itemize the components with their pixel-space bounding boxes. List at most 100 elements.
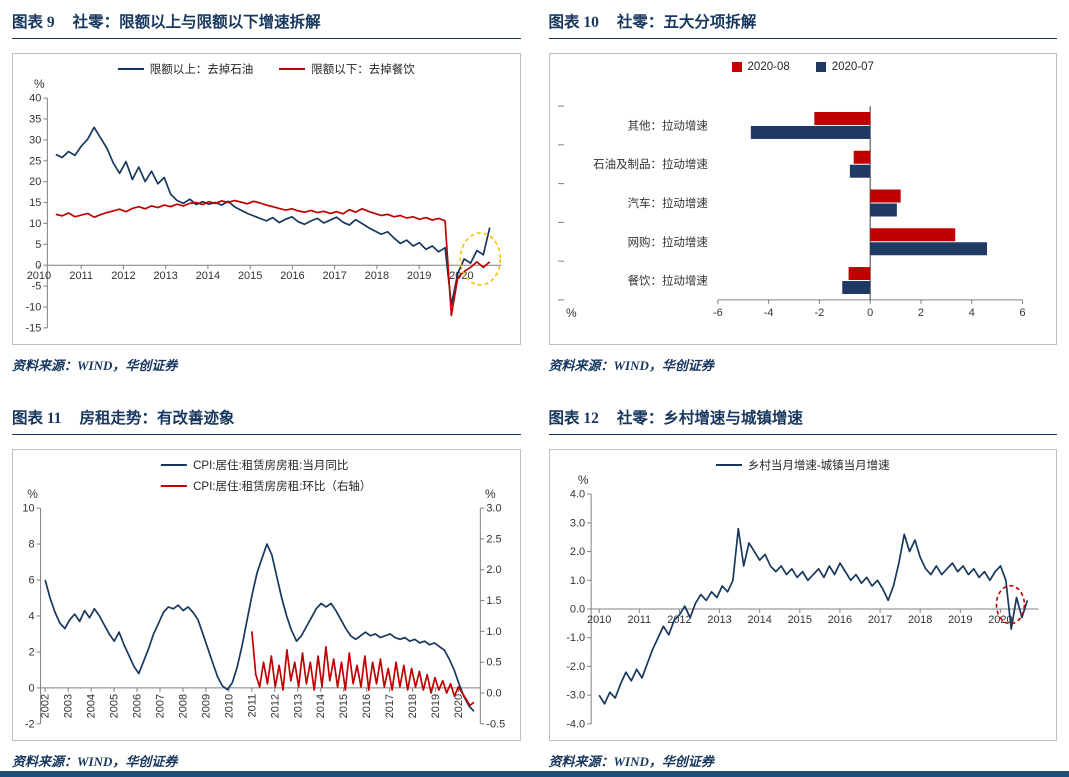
svg-text:-6: -6 xyxy=(712,307,722,319)
series-line xyxy=(251,631,475,707)
bar-segment xyxy=(841,281,870,295)
svg-text:汽车：拉动增速: 汽车：拉动增速 xyxy=(627,196,708,210)
svg-text:2: 2 xyxy=(28,646,34,658)
svg-text:2014: 2014 xyxy=(196,270,220,282)
figure-11-title-text: 房租走势：有改善迹象 xyxy=(79,410,235,427)
svg-text:3.0: 3.0 xyxy=(569,517,584,529)
svg-text:3.0: 3.0 xyxy=(486,503,501,515)
svg-text:2017: 2017 xyxy=(384,694,396,718)
svg-text:2016: 2016 xyxy=(280,270,304,282)
svg-text:40: 40 xyxy=(29,93,41,105)
svg-text:-1.0: -1.0 xyxy=(566,632,585,644)
svg-text:%: % xyxy=(565,306,576,320)
svg-text:-3.0: -3.0 xyxy=(566,690,585,702)
svg-text:2011: 2011 xyxy=(627,614,651,626)
svg-text:2014: 2014 xyxy=(747,614,771,626)
figure-10-source: 资料来源：WIND，华创证券 xyxy=(548,358,714,373)
svg-text:4.0: 4.0 xyxy=(569,489,584,501)
svg-text:其他：拉动增速: 其他：拉动增速 xyxy=(627,118,708,132)
svg-text:4: 4 xyxy=(968,307,974,319)
figure-9-title: 图表 9 社零：限额以上与限额以下增速拆解 xyxy=(12,8,521,39)
figure-9-source: 资料来源：WIND，华创证券 xyxy=(12,358,178,373)
svg-text:2.0: 2.0 xyxy=(569,546,584,558)
svg-text:0.0: 0.0 xyxy=(569,603,584,615)
svg-text:2010: 2010 xyxy=(586,614,610,626)
svg-text:2008: 2008 xyxy=(177,694,189,718)
svg-text:2018: 2018 xyxy=(907,614,931,626)
svg-text:2017: 2017 xyxy=(867,614,891,626)
svg-text:0.5: 0.5 xyxy=(486,657,501,669)
svg-text:-0.5: -0.5 xyxy=(486,718,505,730)
svg-text:2013: 2013 xyxy=(292,694,304,718)
bar-segment xyxy=(869,189,901,203)
svg-text:-4.0: -4.0 xyxy=(566,718,585,730)
svg-text:%: % xyxy=(34,77,45,91)
figure-12-label: 图表 12 xyxy=(548,410,599,427)
svg-text:2010: 2010 xyxy=(27,270,51,282)
figure-12-title-text: 社零：乡村增速与城镇增速 xyxy=(616,410,803,427)
svg-text:10: 10 xyxy=(29,218,41,230)
svg-text:2011: 2011 xyxy=(246,694,258,718)
svg-text:-2: -2 xyxy=(25,718,35,730)
svg-text:1.5: 1.5 xyxy=(486,595,501,607)
figure-10-label: 图表 10 xyxy=(548,14,599,31)
figure-9-title-text: 社零：限额以上与限额以下增速拆解 xyxy=(72,14,321,31)
svg-text:20: 20 xyxy=(29,176,41,188)
svg-text:0: 0 xyxy=(28,682,34,694)
figure-10-title: 图表 10 社零：五大分项拆解 xyxy=(548,8,1057,39)
bar-segment xyxy=(750,125,870,139)
figure-9-label: 图表 9 xyxy=(12,14,55,31)
svg-text:2005: 2005 xyxy=(109,694,121,718)
svg-text:0: 0 xyxy=(867,307,873,319)
svg-text:2015: 2015 xyxy=(238,270,262,282)
svg-text:2017: 2017 xyxy=(322,270,346,282)
figure-11-source: 资料来源：WIND，华创证券 xyxy=(12,754,178,769)
svg-text:30: 30 xyxy=(29,134,41,146)
svg-text:2018: 2018 xyxy=(407,694,419,718)
figure-10: 图表 10 社零：五大分项拆解 -6 -4 -2 0 2 4 6 其他：拉动增速 石油及制品：拉… xyxy=(548,8,1057,374)
series-line xyxy=(44,543,475,712)
bar-segment xyxy=(849,164,870,178)
svg-text:2014: 2014 xyxy=(315,694,327,718)
svg-text:2007: 2007 xyxy=(154,694,166,718)
svg-text:6: 6 xyxy=(1019,307,1025,319)
svg-text:2: 2 xyxy=(917,307,923,319)
svg-text:4: 4 xyxy=(28,610,34,622)
svg-text:2016: 2016 xyxy=(361,694,373,718)
svg-text:-2: -2 xyxy=(814,307,824,319)
page-footer-bar xyxy=(0,771,1069,777)
figure-11: 图表 11 房租走势：有改善迹象 -2 0 2 4 6 8 10 -0.5 0.0 0.5 1.0 1… xyxy=(12,404,521,770)
svg-text:2.0: 2.0 xyxy=(486,564,501,576)
fig10-svg: -6 -4 -2 0 2 4 6 其他：拉动增速石油及制品：拉动增速汽车：拉动增速网购：拉动增… xyxy=(557,105,1025,320)
svg-text:2.5: 2.5 xyxy=(486,533,501,545)
svg-text:%: % xyxy=(485,487,496,501)
bar-segment xyxy=(869,228,955,242)
annotation-ellipse xyxy=(459,232,502,286)
fig9-svg: -15 -10 -5 0 5 10 15 20 25 30 35 40 2010 2011 2012 2013… xyxy=(26,77,502,334)
figure-10-chart: -6 -4 -2 0 2 4 6 其他：拉动增速 石油及制品：拉动增速 汽车：拉动增速 网购：拉动增… xyxy=(548,53,1057,345)
bar-segment xyxy=(869,242,987,256)
svg-text:10: 10 xyxy=(22,503,34,515)
svg-text:-4: -4 xyxy=(763,307,773,319)
svg-text:2016: 2016 xyxy=(827,614,851,626)
svg-text:2015: 2015 xyxy=(787,614,811,626)
svg-text:2013: 2013 xyxy=(707,614,731,626)
figure-12-title: 图表 12 社零：乡村增速与城镇增速 xyxy=(548,404,1057,435)
svg-text:2020: 2020 xyxy=(449,270,473,282)
svg-text:2020: 2020 xyxy=(453,694,465,718)
figure-12-chart: -4.0 -3.0 -2.0 -1.0 0.0 1.0 2.0 3.0 4.0 2010 2011 2… xyxy=(548,449,1057,741)
svg-text:%: % xyxy=(577,473,588,487)
fig11-svg: -2 0 2 4 6 8 10 -0.5 0.0 0.5 1.0 1.5 2.0 2.5 3.0 2002 20… xyxy=(22,487,505,730)
svg-text:2019: 2019 xyxy=(430,694,442,718)
series-line xyxy=(597,527,1028,705)
svg-text:2004: 2004 xyxy=(86,694,98,718)
svg-text:%: % xyxy=(27,487,38,501)
bar-segment xyxy=(853,150,870,164)
svg-text:0: 0 xyxy=(35,260,41,272)
svg-text:2019: 2019 xyxy=(948,614,972,626)
svg-text:2002: 2002 xyxy=(40,694,52,718)
svg-text:-15: -15 xyxy=(26,322,42,334)
svg-text:网购：拉动增速: 网购：拉动增速 xyxy=(627,235,708,249)
figure-9: 图表 9 社零：限额以上与限额以下增速拆解 -15 -10 -5 0 5 10 15 20 25… xyxy=(12,8,521,374)
